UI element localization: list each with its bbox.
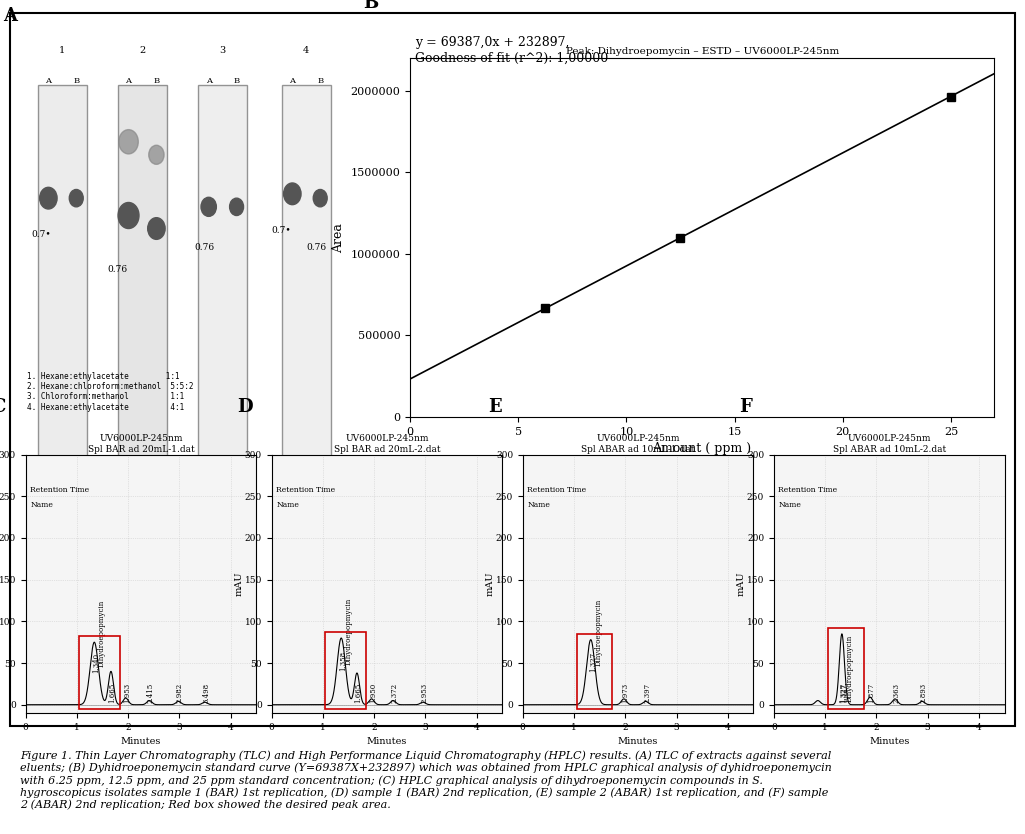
Title: UV6000LP-245nm
Spl ABAR ad 10mL-2.dat: UV6000LP-245nm Spl ABAR ad 10mL-2.dat <box>832 435 946 454</box>
Bar <box>326 632 367 709</box>
Text: 2.363: 2.363 <box>893 683 901 703</box>
Text: Name: Name <box>527 501 550 509</box>
Text: 1.665: 1.665 <box>109 683 117 703</box>
Text: A: A <box>289 77 295 85</box>
Text: 3.498: 3.498 <box>202 683 210 703</box>
X-axis label: Minutes: Minutes <box>618 737 658 746</box>
Circle shape <box>230 198 244 215</box>
Text: 1.358: 1.358 <box>339 651 347 671</box>
Circle shape <box>284 183 301 204</box>
Text: A: A <box>206 77 212 85</box>
Y-axis label: mAU: mAU <box>485 571 494 596</box>
Text: 0.76: 0.76 <box>306 244 326 252</box>
Y-axis label: Area: Area <box>332 223 344 253</box>
FancyBboxPatch shape <box>118 85 167 467</box>
Text: D: D <box>237 398 252 415</box>
Text: B: B <box>234 77 240 85</box>
Bar <box>828 628 863 709</box>
Text: Name: Name <box>779 501 802 509</box>
Circle shape <box>149 145 164 164</box>
Title: UV6000LP-245nm
Spl ABAR ad 10mL-1.dat: UV6000LP-245nm Spl ABAR ad 10mL-1.dat <box>581 435 695 454</box>
X-axis label: Minutes: Minutes <box>367 737 407 746</box>
Text: 2.415: 2.415 <box>147 683 155 703</box>
Y-axis label: mAU: mAU <box>234 571 243 596</box>
Bar <box>80 636 121 709</box>
Y-axis label: mAU: mAU <box>736 571 745 596</box>
Text: A: A <box>45 77 51 85</box>
Title: UV6000LP-245nm
Spl BAR ad 20mL-1.dat: UV6000LP-245nm Spl BAR ad 20mL-1.dat <box>87 435 195 454</box>
Text: y = 69387,0x + 232897,: y = 69387,0x + 232897, <box>415 36 570 49</box>
Circle shape <box>148 218 165 239</box>
Text: 1.340: 1.340 <box>92 653 100 674</box>
Text: 2.893: 2.893 <box>919 683 928 703</box>
Text: 1: 1 <box>59 47 66 55</box>
FancyBboxPatch shape <box>198 85 247 467</box>
Text: B: B <box>363 0 378 12</box>
X-axis label: Amount ( ppm ): Amount ( ppm ) <box>653 442 751 455</box>
Text: A: A <box>3 7 17 25</box>
Text: 1.953: 1.953 <box>123 683 131 703</box>
Circle shape <box>201 198 216 216</box>
Text: A: A <box>125 77 131 85</box>
Text: 2: 2 <box>139 47 146 55</box>
Circle shape <box>70 189 83 207</box>
Circle shape <box>314 189 327 207</box>
Text: Retention Time: Retention Time <box>779 485 837 494</box>
Title: UV6000LP-245nm
Spl BAR ad 20mL-2.dat: UV6000LP-245nm Spl BAR ad 20mL-2.dat <box>333 435 441 454</box>
Title: Peak: Dihydroepomycin – ESTD – UV6000LP-245nm: Peak: Dihydroepomycin – ESTD – UV6000LP-… <box>566 48 838 56</box>
Text: 2.953: 2.953 <box>420 683 428 703</box>
Circle shape <box>118 203 139 229</box>
X-axis label: Minutes: Minutes <box>121 737 161 746</box>
Text: B: B <box>317 77 323 85</box>
Text: 3: 3 <box>219 47 226 55</box>
Text: 2.982: 2.982 <box>176 683 184 703</box>
Text: Dihydroepopmycin: Dihydroepopmycin <box>344 597 353 665</box>
Text: 0.7•: 0.7• <box>272 226 291 235</box>
Text: 1.665: 1.665 <box>355 683 363 703</box>
Text: Dihydroepopmycin: Dihydroepopmycin <box>846 635 854 702</box>
Text: 1.877: 1.877 <box>867 683 875 703</box>
Text: Figure 1. Thin Layer Chromatography (TLC) and High Performance Liquid Chromatogr: Figure 1. Thin Layer Chromatography (TLC… <box>20 751 832 811</box>
Text: 1.973: 1.973 <box>621 683 629 703</box>
Text: 1.950: 1.950 <box>369 683 377 703</box>
FancyBboxPatch shape <box>38 85 87 467</box>
Text: 1.327: 1.327 <box>839 683 848 703</box>
Text: Retention Time: Retention Time <box>277 485 335 494</box>
Text: B: B <box>154 77 160 85</box>
FancyBboxPatch shape <box>282 85 331 467</box>
Text: Goodness of fit (r^2): 1,00000: Goodness of fit (r^2): 1,00000 <box>415 52 609 65</box>
Text: 1.327: 1.327 <box>588 652 597 672</box>
Text: 4: 4 <box>303 47 310 55</box>
Text: Name: Name <box>31 501 53 509</box>
Text: F: F <box>739 398 752 415</box>
Text: Retention Time: Retention Time <box>31 485 89 494</box>
Circle shape <box>119 129 138 154</box>
Text: 0.76: 0.76 <box>108 265 128 274</box>
Text: Retention Time: Retention Time <box>527 485 586 494</box>
Text: 2.397: 2.397 <box>643 683 651 703</box>
Text: 2.372: 2.372 <box>391 683 399 703</box>
Circle shape <box>40 188 57 209</box>
Text: 1.327: 1.327 <box>839 682 848 702</box>
Text: 0.7•: 0.7• <box>31 230 50 239</box>
X-axis label: Minutes: Minutes <box>869 737 909 746</box>
Text: Dihydroepopmycin: Dihydroepopmycin <box>594 599 603 666</box>
Text: 1. Hexane:ethylacetate        1:1
2. Hexane:chloroform:methanol  5:5:2
3. Chloro: 1. Hexane:ethylacetate 1:1 2. Hexane:chl… <box>28 372 194 412</box>
Bar <box>576 634 613 709</box>
Text: C: C <box>0 398 5 415</box>
Text: E: E <box>488 398 502 415</box>
Text: Name: Name <box>277 501 299 509</box>
Text: B: B <box>73 77 79 85</box>
Text: Dihydroepopmycin: Dihydroepopmycin <box>98 600 106 667</box>
Text: 0.76: 0.76 <box>195 244 215 252</box>
